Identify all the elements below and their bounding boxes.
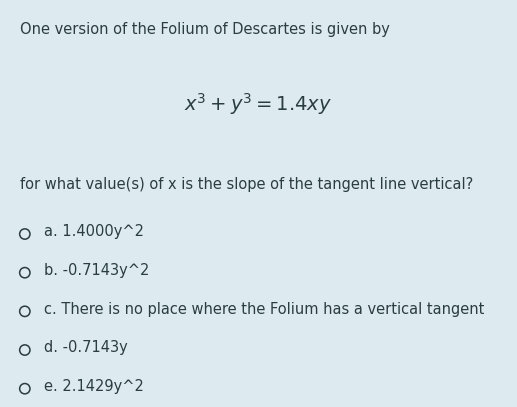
Text: e. 2.1429y^2: e. 2.1429y^2 [44, 379, 144, 394]
Text: One version of the Folium of Descartes is given by: One version of the Folium of Descartes i… [20, 22, 389, 37]
Text: d. -0.7143y: d. -0.7143y [44, 341, 128, 355]
Text: b. -0.7143y^2: b. -0.7143y^2 [44, 263, 149, 278]
Text: c. There is no place where the Folium has a vertical tangent: c. There is no place where the Folium ha… [44, 302, 484, 317]
Text: $x^3 + y^3 = 1.4xy$: $x^3 + y^3 = 1.4xy$ [185, 92, 332, 118]
Text: a. 1.4000y^2: a. 1.4000y^2 [44, 225, 144, 239]
Text: for what value(s) of x is the slope of the tangent line vertical?: for what value(s) of x is the slope of t… [20, 177, 473, 192]
